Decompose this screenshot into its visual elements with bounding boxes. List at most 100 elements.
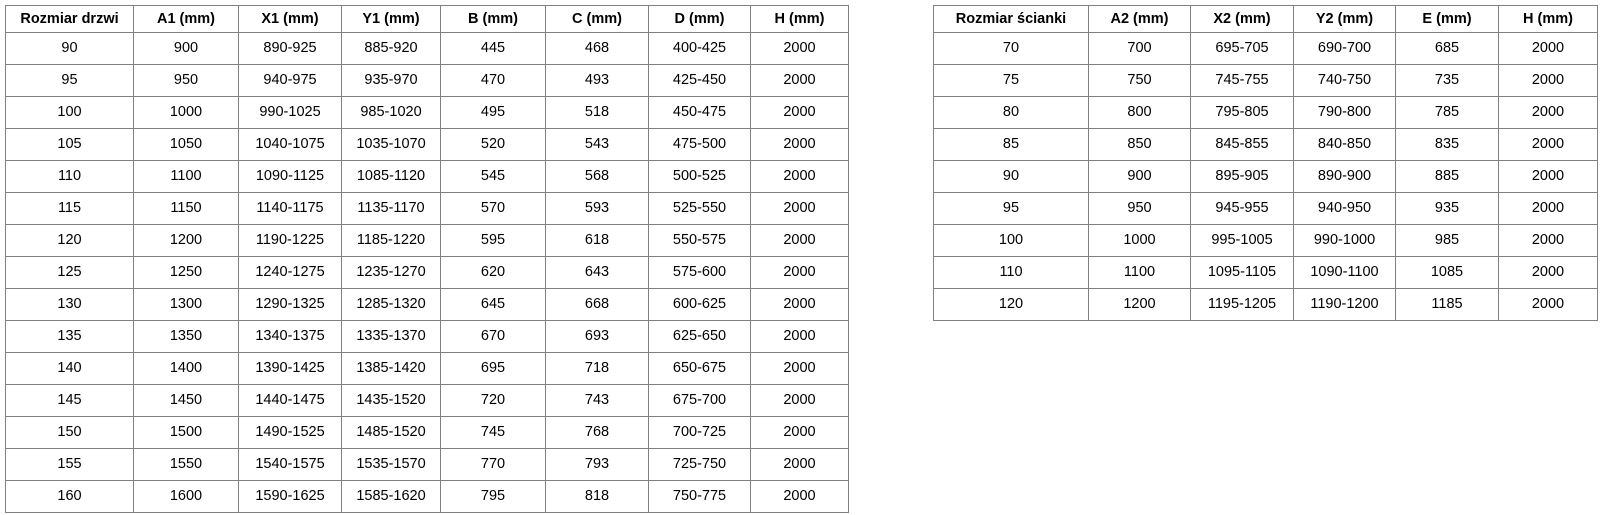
row-size-cell: 120: [5, 224, 134, 257]
table-cell: 700: [1088, 32, 1191, 65]
table-cell: 650-675: [648, 352, 751, 385]
row-size-cell: 90: [933, 160, 1089, 193]
table-cell: 2000: [750, 320, 849, 353]
table-row: 145 1450 1440-1475 1435-1520 720 743 675-700 20…: [5, 384, 849, 417]
table-cell: 1040-1075: [238, 128, 342, 161]
table-cell: 1350: [133, 320, 239, 353]
table-row: 85 850 845-855 840-850 835 2000: [933, 128, 1598, 161]
table-cell: 445: [440, 32, 546, 65]
row-size-cell: 75: [933, 64, 1089, 97]
table-cell: 575-600: [648, 256, 751, 289]
table-cell: 750-775: [648, 480, 751, 513]
table-cell: 890-900: [1293, 160, 1396, 193]
table-row: 70 700 695-705 690-700 685 2000: [933, 32, 1598, 65]
row-size-cell: 120: [933, 288, 1089, 321]
table-cell: 500-525: [648, 160, 751, 193]
table-cell: 850: [1088, 128, 1191, 161]
table-cell: 2000: [1498, 256, 1598, 289]
table-cell: 2000: [750, 384, 849, 417]
table-row: 80 800 795-805 790-800 785 2000: [933, 96, 1598, 129]
door-dimensions-table: Rozmiar drzwi A1 (mm) X1 (mm) Y1 (mm) B (mm)…: [5, 5, 849, 513]
table-cell: 593: [545, 192, 649, 225]
table-cell: 1090-1125: [238, 160, 342, 193]
table-row: 150 1500 1490-1525 1485-1520 745 768 700-725 20…: [5, 416, 849, 449]
table-cell: 693: [545, 320, 649, 353]
table-cell: 1435-1520: [341, 384, 441, 417]
column-header: Y1 (mm): [341, 5, 441, 33]
table-cell: 1000: [1088, 224, 1191, 257]
table-cell: 620: [440, 256, 546, 289]
table-cell: 795-805: [1190, 96, 1294, 129]
table-cell: 695-705: [1190, 32, 1294, 65]
table-cell: 2000: [750, 128, 849, 161]
table-row: 90 900 890-925 885-920 445 468 400-425 2000: [5, 32, 849, 65]
column-header: C (mm): [545, 5, 649, 33]
table-cell: 2000: [750, 96, 849, 129]
row-size-cell: 115: [5, 192, 134, 225]
table-header-row: Rozmiar drzwi A1 (mm) X1 (mm) Y1 (mm) B (mm)…: [5, 5, 849, 33]
table-cell: 1385-1420: [341, 352, 441, 385]
table-cell: 1590-1625: [238, 480, 342, 513]
table-cell: 400-425: [648, 32, 751, 65]
table-cell: 690-700: [1293, 32, 1396, 65]
wall-table-body: 70 700 695-705 690-700 685 2000 75 750 745-755 74…: [933, 32, 1598, 321]
row-size-cell: 130: [5, 288, 134, 321]
table-row: 155 1550 1540-1575 1535-1570 770 793 725-750 20…: [5, 448, 849, 481]
table-cell: 840-850: [1293, 128, 1396, 161]
table-cell: 1250: [133, 256, 239, 289]
table-cell: 785: [1395, 96, 1499, 129]
table-cell: 1600: [133, 480, 239, 513]
table-row: 95 950 940-975 935-970 470 493 425-450 2000: [5, 64, 849, 97]
table-cell: 945-955: [1190, 192, 1294, 225]
table-cell: 625-650: [648, 320, 751, 353]
column-header: X2 (mm): [1190, 5, 1294, 33]
table-cell: 1085-1120: [341, 160, 441, 193]
table-cell: 2000: [1498, 288, 1598, 321]
table-cell: 1085: [1395, 256, 1499, 289]
table-cell: 1185-1220: [341, 224, 441, 257]
row-size-cell: 105: [5, 128, 134, 161]
table-cell: 1535-1570: [341, 448, 441, 481]
row-size-cell: 110: [5, 160, 134, 193]
table-cell: 990-1025: [238, 96, 342, 129]
table-cell: 718: [545, 352, 649, 385]
table-cell: 800: [1088, 96, 1191, 129]
table-cell: 1540-1575: [238, 448, 342, 481]
row-size-cell: 150: [5, 416, 134, 449]
table-cell: 1200: [133, 224, 239, 257]
table-cell: 518: [545, 96, 649, 129]
table-cell: 570: [440, 192, 546, 225]
row-size-cell: 95: [5, 64, 134, 97]
row-size-cell: 95: [933, 192, 1089, 225]
table-row: 115 1150 1140-1175 1135-1170 570 593 525-550 20…: [5, 192, 849, 225]
table-row: 120 1200 1190-1225 1185-1220 595 618 550-575 20…: [5, 224, 849, 257]
table-cell: 643: [545, 256, 649, 289]
table-cell: 470: [440, 64, 546, 97]
table-cell: 2000: [750, 352, 849, 385]
table-cell: 2000: [750, 256, 849, 289]
table-cell: 743: [545, 384, 649, 417]
table-cell: 1035-1070: [341, 128, 441, 161]
table-cell: 600-625: [648, 288, 751, 321]
column-header: Rozmiar ścianki: [933, 5, 1089, 33]
row-size-cell: 110: [933, 256, 1089, 289]
table-cell: 425-450: [648, 64, 751, 97]
column-header: A2 (mm): [1088, 5, 1191, 33]
table-cell: 793: [545, 448, 649, 481]
table-cell: 1450: [133, 384, 239, 417]
table-cell: 2000: [750, 288, 849, 321]
table-row: 100 1000 990-1025 985-1020 495 518 450-475 2000: [5, 96, 849, 129]
table-cell: 1190-1225: [238, 224, 342, 257]
door-table-body: 90 900 890-925 885-920 445 468 400-425 2000 95 95…: [5, 32, 849, 513]
table-cell: 675-700: [648, 384, 751, 417]
table-cell: 725-750: [648, 448, 751, 481]
table-cell: 2000: [750, 32, 849, 65]
table-cell: 1440-1475: [238, 384, 342, 417]
table-cell: 568: [545, 160, 649, 193]
table-cell: 940-975: [238, 64, 342, 97]
table-cell: 1190-1200: [1293, 288, 1396, 321]
table-cell: 1400: [133, 352, 239, 385]
table-cell: 525-550: [648, 192, 751, 225]
table-cell: 1390-1425: [238, 352, 342, 385]
